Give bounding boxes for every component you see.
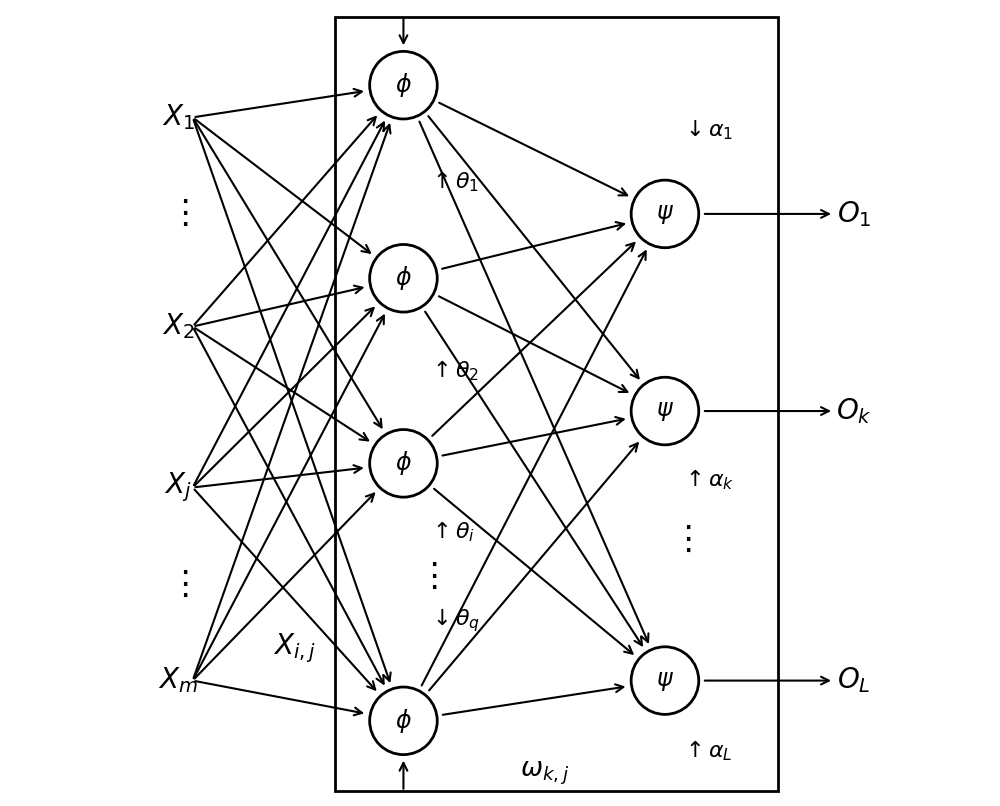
Text: $\downarrow \theta_q$: $\downarrow \theta_q$ (428, 606, 480, 634)
Text: $X_m$: $X_m$ (158, 666, 198, 696)
Text: $\psi$: $\psi$ (656, 399, 674, 423)
Text: $\uparrow \theta_1$: $\uparrow \theta_1$ (428, 169, 479, 194)
Text: $\omega_{k,j}$: $\omega_{k,j}$ (520, 759, 569, 787)
Text: $\psi$: $\psi$ (656, 669, 674, 692)
Text: $\vdots$: $\vdots$ (671, 523, 691, 556)
Text: $\phi$: $\phi$ (395, 450, 412, 477)
Text: $\psi$: $\psi$ (656, 202, 674, 226)
Circle shape (631, 646, 699, 714)
Text: $\vdots$: $\vdots$ (417, 559, 438, 592)
Text: $\uparrow \theta_2$: $\uparrow \theta_2$ (428, 359, 479, 383)
Text: $\uparrow \theta_i$: $\uparrow \theta_i$ (428, 519, 475, 544)
Text: $\downarrow \alpha_1$: $\downarrow \alpha_1$ (681, 117, 733, 142)
Circle shape (370, 244, 437, 312)
Circle shape (370, 687, 437, 754)
Bar (335, 17, 778, 791)
Text: $\vdots$: $\vdots$ (168, 567, 188, 600)
Text: $O_1$: $O_1$ (837, 199, 871, 229)
Text: $X_1$: $X_1$ (162, 102, 195, 132)
Text: $X_2$: $X_2$ (162, 312, 194, 342)
Text: $\uparrow \alpha_L$: $\uparrow \alpha_L$ (681, 738, 733, 763)
Text: $\uparrow \alpha_k$: $\uparrow \alpha_k$ (681, 467, 735, 492)
Circle shape (631, 377, 699, 445)
Circle shape (370, 52, 437, 119)
Text: $X_{i,j}$: $X_{i,j}$ (273, 632, 316, 665)
Text: $O_L$: $O_L$ (837, 666, 871, 696)
Text: $\vdots$: $\vdots$ (168, 197, 188, 231)
Circle shape (370, 430, 437, 497)
Text: $\phi$: $\phi$ (395, 264, 412, 293)
Circle shape (631, 180, 699, 247)
Text: $\phi$: $\phi$ (395, 71, 412, 99)
Text: $X_j$: $X_j$ (164, 471, 192, 505)
Text: $O_k$: $O_k$ (836, 396, 872, 426)
Text: $\phi$: $\phi$ (395, 707, 412, 735)
